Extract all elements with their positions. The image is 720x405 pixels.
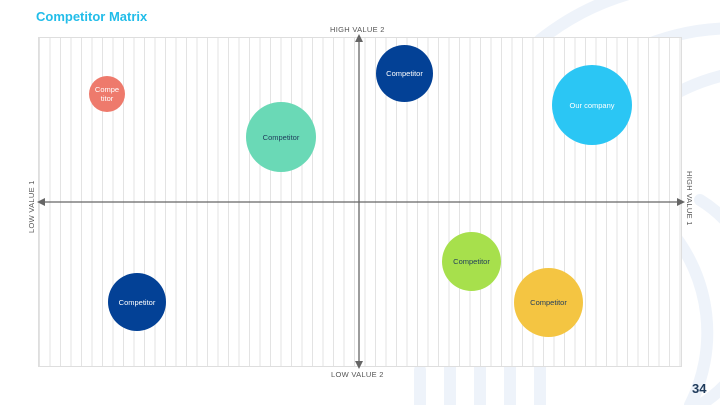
axis-label-high-value-1: HIGH VALUE 1 <box>685 171 694 226</box>
our-company-bubble[interactable]: Our company <box>552 65 632 145</box>
slide-title: Competitor Matrix <box>36 9 148 24</box>
bubble-label: Competitor <box>386 69 423 78</box>
bubble-label: Compe titor <box>94 85 120 103</box>
axis-label-high-value-2: HIGH VALUE 2 <box>330 25 385 34</box>
page-number: 34 <box>692 381 707 396</box>
competitor-bubble-navy-bottom[interactable]: Competitor <box>108 273 166 331</box>
bubble-label: Competitor <box>118 297 156 307</box>
axis-label-low-value-1: LOW VALUE 1 <box>27 180 36 233</box>
competitor-bubble-lime[interactable]: Competitor <box>442 232 501 291</box>
bubble-label: Competitor <box>262 132 300 142</box>
competitor-bubble-mint[interactable]: Competitor <box>246 102 316 172</box>
axis-label-low-value-2: LOW VALUE 2 <box>331 370 384 379</box>
bubble-label: Competitor <box>453 257 490 266</box>
bubble-label: Competitor <box>530 298 567 307</box>
bubble-label: Our company <box>569 100 615 110</box>
competitor-bubble-navy-top[interactable]: Competitor <box>376 45 433 102</box>
competitor-bubble-salmon[interactable]: Compe titor <box>89 76 125 112</box>
competitor-bubble-yellow[interactable]: Competitor <box>514 268 583 337</box>
